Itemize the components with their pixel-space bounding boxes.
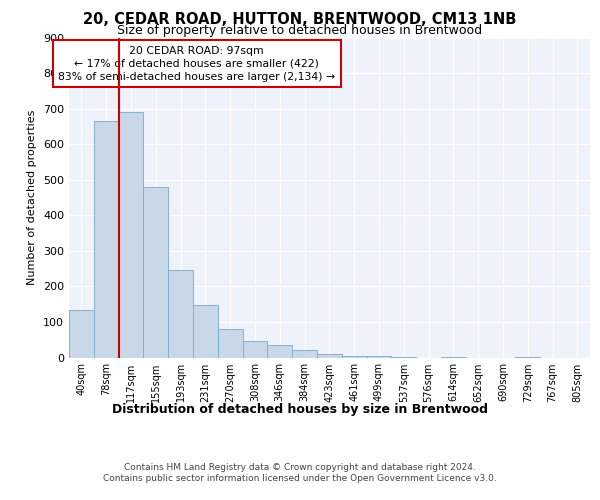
Bar [317,354,342,358]
Bar [268,345,292,358]
Bar [367,356,391,358]
Bar [94,121,119,358]
Bar [515,357,540,358]
Text: Contains public sector information licensed under the Open Government Licence v3: Contains public sector information licen… [103,474,497,483]
Bar [143,187,168,358]
Bar [391,357,416,358]
Bar [441,357,466,358]
Text: Size of property relative to detached houses in Brentwood: Size of property relative to detached ho… [118,24,482,37]
Bar [168,270,193,358]
Y-axis label: Number of detached properties: Number of detached properties [28,110,37,285]
Text: 20 CEDAR ROAD: 97sqm
← 17% of detached houses are smaller (422)
83% of semi-deta: 20 CEDAR ROAD: 97sqm ← 17% of detached h… [58,46,335,82]
Text: Contains HM Land Registry data © Crown copyright and database right 2024.: Contains HM Land Registry data © Crown c… [124,462,476,471]
Text: Distribution of detached houses by size in Brentwood: Distribution of detached houses by size … [112,402,488,415]
Bar [218,329,242,358]
Bar [242,341,268,357]
Text: 20, CEDAR ROAD, HUTTON, BRENTWOOD, CM13 1NB: 20, CEDAR ROAD, HUTTON, BRENTWOOD, CM13 … [83,12,517,28]
Bar [342,356,367,358]
Bar [119,112,143,358]
Bar [193,305,218,358]
Bar [69,310,94,358]
Bar [292,350,317,358]
